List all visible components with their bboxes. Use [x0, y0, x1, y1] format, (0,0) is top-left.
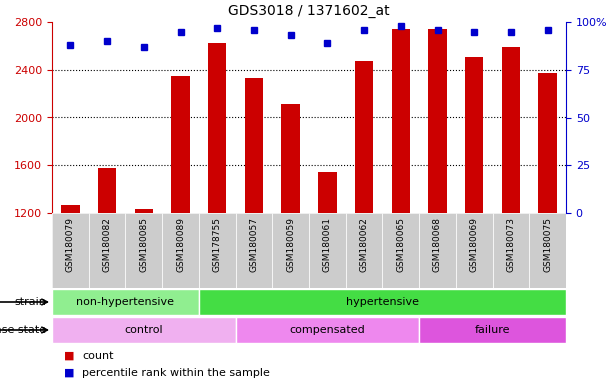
Text: ■: ■ [64, 351, 75, 361]
Bar [530, 213, 566, 288]
Bar [199, 213, 235, 288]
Text: GSM180057: GSM180057 [249, 217, 258, 272]
Bar [89, 213, 125, 288]
Bar [492, 213, 530, 288]
Bar [125, 213, 162, 288]
Bar [465, 56, 483, 213]
Text: GSM180059: GSM180059 [286, 217, 295, 272]
Bar [98, 168, 116, 213]
Bar [428, 29, 447, 213]
Text: GSM180075: GSM180075 [543, 217, 552, 272]
Text: compensated: compensated [289, 325, 365, 335]
Bar [272, 213, 309, 288]
Text: GSM178755: GSM178755 [213, 217, 222, 272]
Bar [52, 316, 235, 343]
Bar [61, 205, 80, 213]
Bar [282, 104, 300, 213]
Bar [419, 213, 456, 288]
Bar [245, 78, 263, 213]
Bar [355, 61, 373, 213]
Text: strain: strain [14, 297, 46, 307]
Bar [346, 213, 382, 288]
Bar [318, 172, 337, 213]
Text: control: control [125, 325, 163, 335]
Bar [199, 288, 566, 315]
Bar [134, 209, 153, 213]
Text: disease state: disease state [0, 325, 46, 335]
Bar [392, 29, 410, 213]
Text: count: count [83, 351, 114, 361]
Text: GSM180085: GSM180085 [139, 217, 148, 272]
Text: GSM180065: GSM180065 [396, 217, 406, 272]
Bar [502, 47, 520, 213]
Bar [309, 213, 346, 288]
Bar [52, 288, 199, 315]
Text: percentile rank within the sample: percentile rank within the sample [83, 368, 271, 378]
Bar [382, 213, 419, 288]
Bar [171, 76, 190, 213]
Bar [456, 213, 492, 288]
Text: GSM180069: GSM180069 [470, 217, 478, 272]
Bar [539, 73, 557, 213]
Bar [208, 43, 226, 213]
Text: hypertensive: hypertensive [346, 297, 419, 307]
Bar [235, 213, 272, 288]
Bar [235, 316, 419, 343]
Text: GSM180082: GSM180082 [103, 217, 112, 271]
Text: GSM180073: GSM180073 [506, 217, 516, 272]
Text: ■: ■ [64, 368, 75, 378]
Text: GSM180068: GSM180068 [433, 217, 442, 272]
Text: GSM180061: GSM180061 [323, 217, 332, 272]
Text: GSM180079: GSM180079 [66, 217, 75, 272]
Text: GSM180089: GSM180089 [176, 217, 185, 272]
Bar [419, 316, 566, 343]
Bar [52, 213, 89, 288]
Title: GDS3018 / 1371602_at: GDS3018 / 1371602_at [228, 4, 390, 18]
Text: failure: failure [475, 325, 510, 335]
Bar [162, 213, 199, 288]
Text: GSM180062: GSM180062 [359, 217, 368, 271]
Text: non-hypertensive: non-hypertensive [77, 297, 174, 307]
